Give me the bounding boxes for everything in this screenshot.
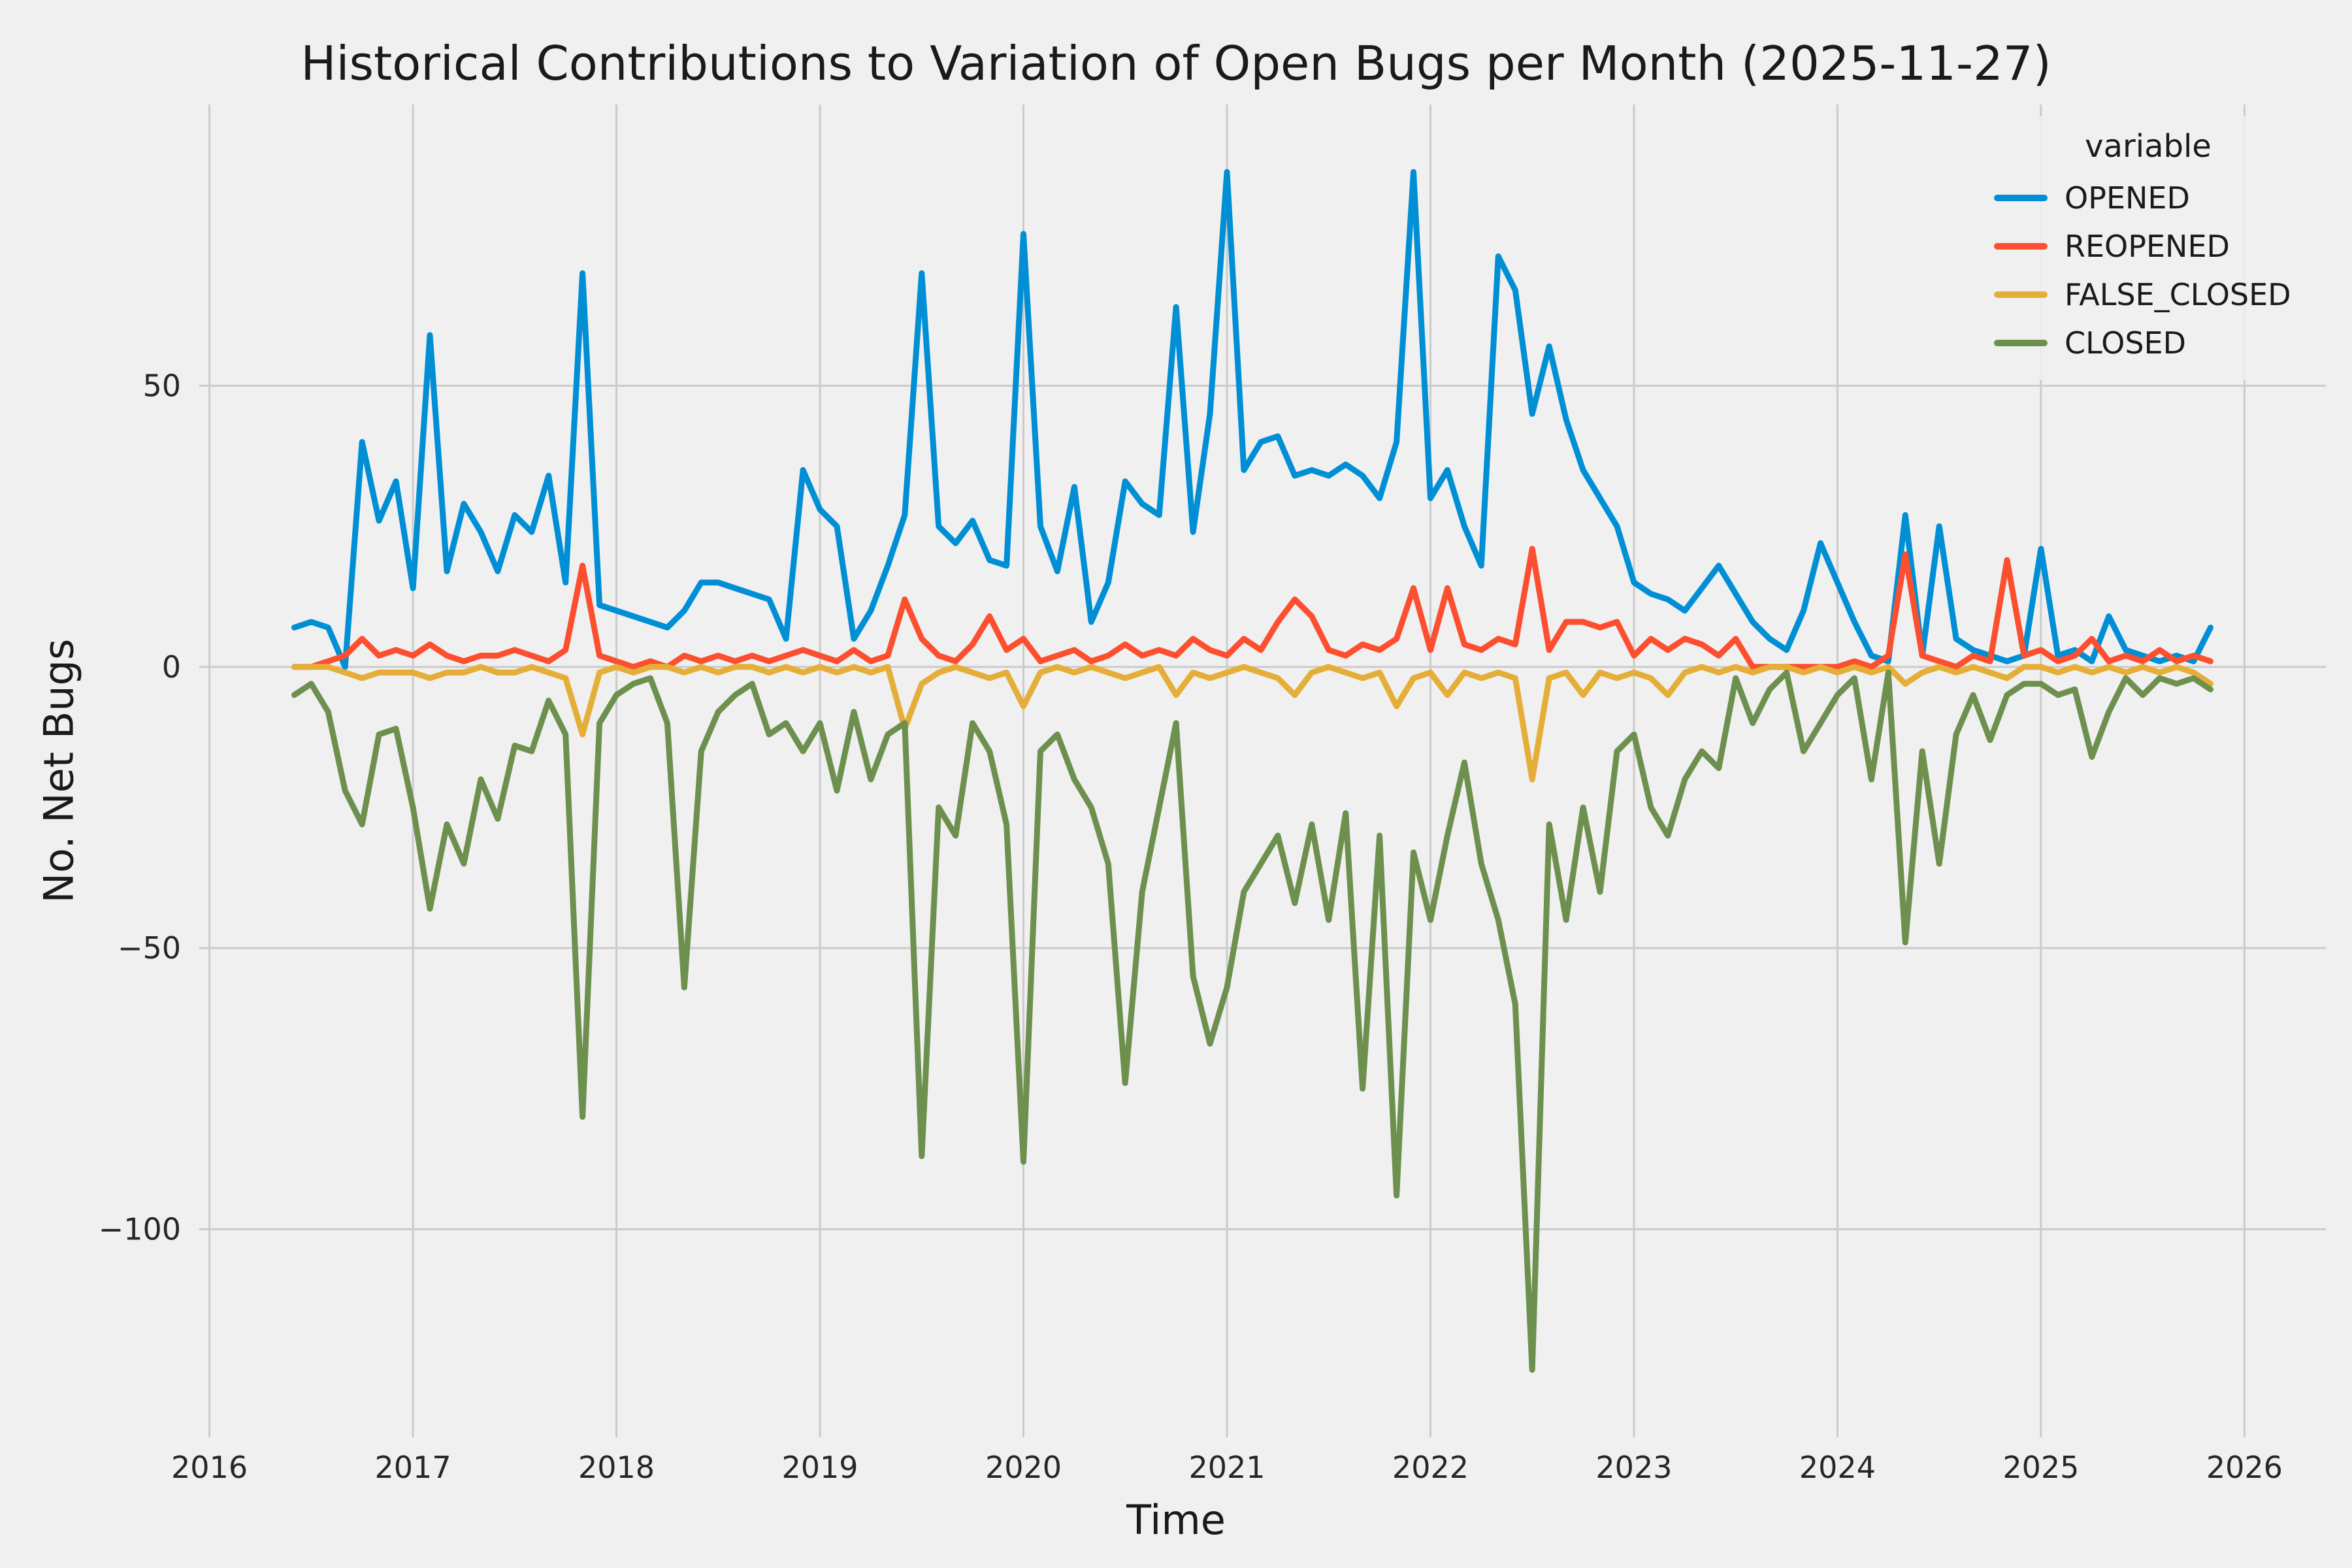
x-tick-label: 2020 (985, 1450, 1062, 1485)
legend-entries: OPENED REOPENED FALSE_CLOSED CLOSED (1978, 174, 2318, 367)
y-tick-label: 50 (142, 368, 181, 403)
x-tick-label: 2018 (578, 1450, 655, 1485)
x-tick-label: 2024 (1799, 1450, 1876, 1485)
legend-line-swatch-closed (1994, 340, 2048, 346)
x-tick-label: 2025 (2002, 1450, 2079, 1485)
y-axis-title: No. Net Bugs (35, 638, 83, 904)
chart-title: Historical Contributions to Variation of… (301, 36, 2051, 91)
x-tick-label: 2019 (781, 1450, 858, 1485)
legend: variable OPENED REOPENED FALSE_CLOSED CLOSE… (1972, 116, 2325, 380)
x-tick-label: 2016 (171, 1450, 248, 1485)
legend-label: FALSE_CLOSED (2065, 277, 2291, 312)
x-tick-label: 2017 (375, 1450, 451, 1485)
y-tick-label: −50 (118, 930, 181, 966)
series-line-false_closed (291, 664, 2213, 783)
x-tick-label: 2021 (1188, 1450, 1265, 1485)
legend-item-opened: OPENED (1978, 174, 2318, 222)
legend-title: variable (2085, 128, 2212, 165)
legend-label: REOPENED (2065, 229, 2230, 264)
legend-line-swatch-opened (1994, 195, 2048, 201)
legend-item-false_closed: FALSE_CLOSED (1978, 270, 2318, 319)
y-tick-label: 0 (162, 649, 181, 685)
legend-label: OPENED (2065, 180, 2190, 216)
legend-line-swatch-reopened (1994, 243, 2048, 250)
legend-item-closed: CLOSED (1978, 319, 2318, 367)
x-tick-label: 2023 (1595, 1450, 1672, 1485)
legend-label: CLOSED (2065, 325, 2186, 361)
legend-line-swatch-false_closed (1994, 291, 2048, 298)
x-tick-label: 2026 (2206, 1450, 2283, 1485)
series-line-reopened (291, 546, 2213, 670)
x-axis-title: Time (1126, 1496, 1226, 1544)
series-line-opened (291, 169, 2213, 670)
y-tick-label: −100 (99, 1212, 181, 1247)
legend-item-reopened: REOPENED (1978, 222, 2318, 270)
x-tick-label: 2022 (1392, 1450, 1469, 1485)
series-line-closed (291, 669, 2213, 1373)
